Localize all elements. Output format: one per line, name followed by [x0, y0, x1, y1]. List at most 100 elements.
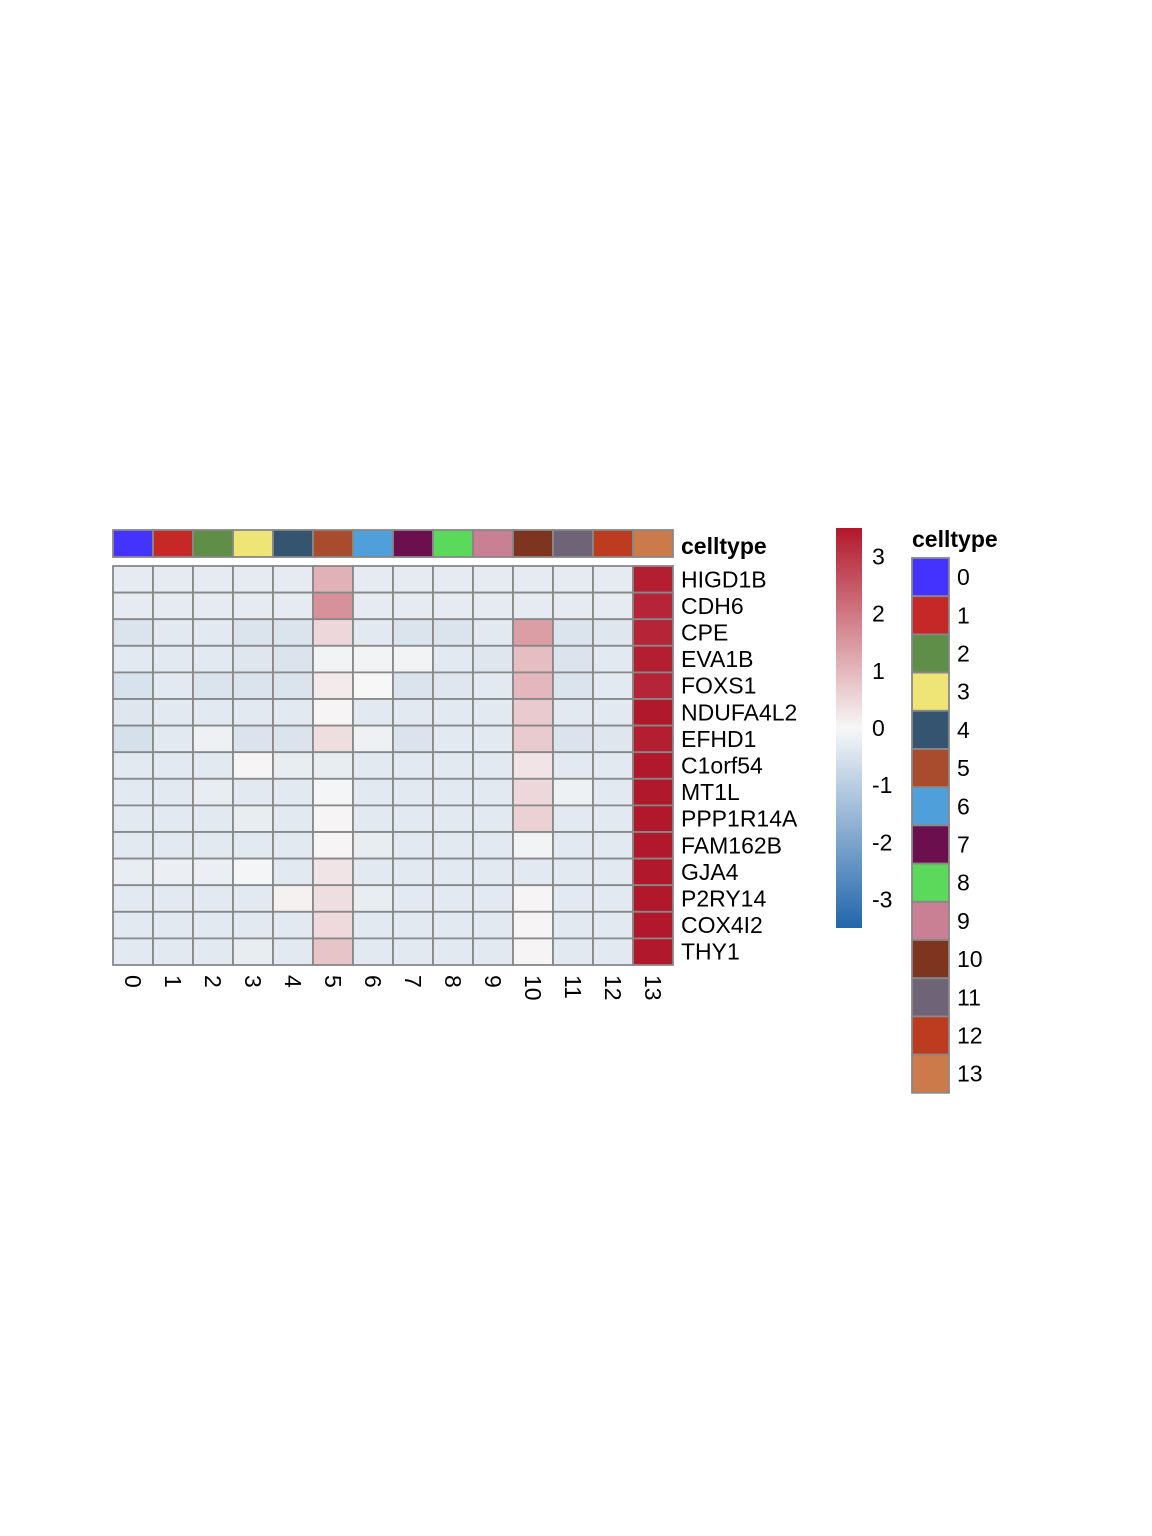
heatmap-cell — [152, 644, 194, 674]
heatmap-cell — [472, 698, 514, 727]
cluster-label: 0 — [120, 975, 146, 988]
heatmap-cell — [312, 591, 354, 621]
heatmap-cell — [432, 591, 474, 621]
cluster-labels: 0 1 2 3 4 5 6 7 8 9 10 11 12 13 — [120, 975, 666, 1001]
heatmap-cell — [552, 644, 594, 674]
heatmap-cell — [192, 671, 234, 700]
heatmap-cell — [592, 831, 634, 860]
cluster-label: 3 — [240, 975, 266, 988]
legend-label: 11 — [957, 984, 981, 1010]
heatmap-cell — [592, 884, 634, 913]
colorbar-tick-label: -2 — [872, 829, 892, 855]
colorbar-tick-label: -1 — [872, 772, 892, 798]
legend-swatch-6 — [911, 786, 950, 827]
heatmap-cell — [592, 724, 634, 754]
colorbar-gradient — [836, 528, 862, 928]
heatmap-cell — [352, 831, 394, 860]
heatmap-cell — [632, 591, 674, 621]
heatmap-cell — [272, 698, 314, 727]
heatmap-cell — [552, 777, 594, 807]
heatmap-cell — [192, 857, 234, 887]
heatmap-cell — [272, 777, 314, 807]
heatmap-cell — [312, 565, 354, 594]
heatmap-cell — [152, 831, 194, 860]
heatmap-cell — [632, 857, 674, 887]
heatmap-cell — [592, 591, 634, 621]
heatmap-cell — [512, 618, 554, 647]
colorbar-tick-label: 2 — [872, 601, 885, 627]
heatmap-cell — [352, 884, 394, 913]
heatmap-cell — [312, 751, 354, 780]
heatmap-cell — [472, 724, 514, 754]
heatmap-cell — [432, 671, 474, 700]
heatmap-cell — [392, 644, 434, 674]
heatmap-cell — [352, 565, 394, 594]
heatmap-cell — [312, 618, 354, 647]
heatmap-cell — [632, 910, 674, 940]
legend-swatch-4 — [911, 709, 950, 750]
gene-label: COX4I2 — [681, 912, 763, 938]
heatmap-cell — [232, 618, 274, 647]
heatmap-grid — [112, 565, 674, 966]
legend-label: 7 — [957, 832, 970, 858]
cluster-label: 1 — [160, 975, 186, 988]
heatmap-cell — [112, 591, 154, 621]
heatmap-cell — [192, 910, 234, 940]
heatmap-cell — [312, 698, 354, 727]
cluster-label: 7 — [400, 975, 426, 988]
heatmap-cell — [352, 591, 394, 621]
heatmap-cell — [512, 565, 554, 594]
gene-label: NDUFA4L2 — [681, 699, 797, 725]
heatmap-cell — [112, 831, 154, 860]
heatmap-cell — [632, 777, 674, 807]
heatmap-cell — [512, 751, 554, 780]
heatmap-cell — [472, 857, 514, 887]
heatmap-cell — [392, 724, 434, 754]
heatmap-cell — [392, 751, 434, 780]
heatmap-cell — [632, 751, 674, 780]
heatmap-cell — [632, 724, 674, 754]
legend-label: 2 — [957, 641, 970, 667]
heatmap-cell — [432, 724, 474, 754]
heatmap-cell — [152, 884, 194, 913]
cluster-label: 2 — [200, 975, 226, 988]
heatmap-cell — [552, 565, 594, 594]
heatmap-cell — [392, 698, 434, 727]
heatmap-cell — [232, 777, 274, 807]
heatmap-cell — [392, 884, 434, 913]
heatmap-cell — [192, 751, 234, 780]
heatmap-cell — [432, 831, 474, 860]
annotation-cell-10 — [512, 529, 554, 558]
heatmap-cell — [192, 644, 234, 674]
heatmap-cell — [392, 804, 434, 833]
heatmap-cell — [592, 777, 634, 807]
colorbar-ticks: 3 2 1 0 -1 -2 -3 — [872, 544, 892, 913]
heatmap-cell — [192, 884, 234, 913]
heatmap-cell — [152, 777, 194, 807]
heatmap-cell — [112, 777, 154, 807]
legend-swatch-7 — [911, 824, 950, 865]
annotation-row-label: celltype — [681, 533, 767, 559]
colorbar-tick-label: 0 — [872, 715, 885, 741]
annotation-cell-12 — [592, 529, 634, 558]
heatmap-cell — [152, 751, 194, 780]
heatmap-cell — [632, 618, 674, 647]
heatmap-cell — [392, 591, 434, 621]
heatmap-cell — [472, 804, 514, 833]
heatmap-cell — [592, 671, 634, 700]
heatmap-cell — [352, 910, 394, 940]
legend-label: 3 — [957, 679, 970, 705]
colorbar-tick-label: 3 — [872, 544, 885, 570]
heatmap-cell — [352, 618, 394, 647]
gene-label: THY1 — [681, 939, 740, 965]
heatmap-cell — [152, 618, 194, 647]
legend-label: 0 — [957, 564, 970, 590]
heatmap-cell — [512, 857, 554, 887]
heatmap-cell — [552, 910, 594, 940]
heatmap-cell — [192, 591, 234, 621]
heatmap-cell — [112, 644, 154, 674]
heatmap-cell — [272, 751, 314, 780]
heatmap-cell — [472, 831, 514, 860]
